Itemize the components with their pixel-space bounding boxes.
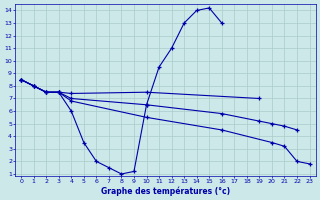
X-axis label: Graphe des températures (°c): Graphe des températures (°c)	[101, 186, 230, 196]
